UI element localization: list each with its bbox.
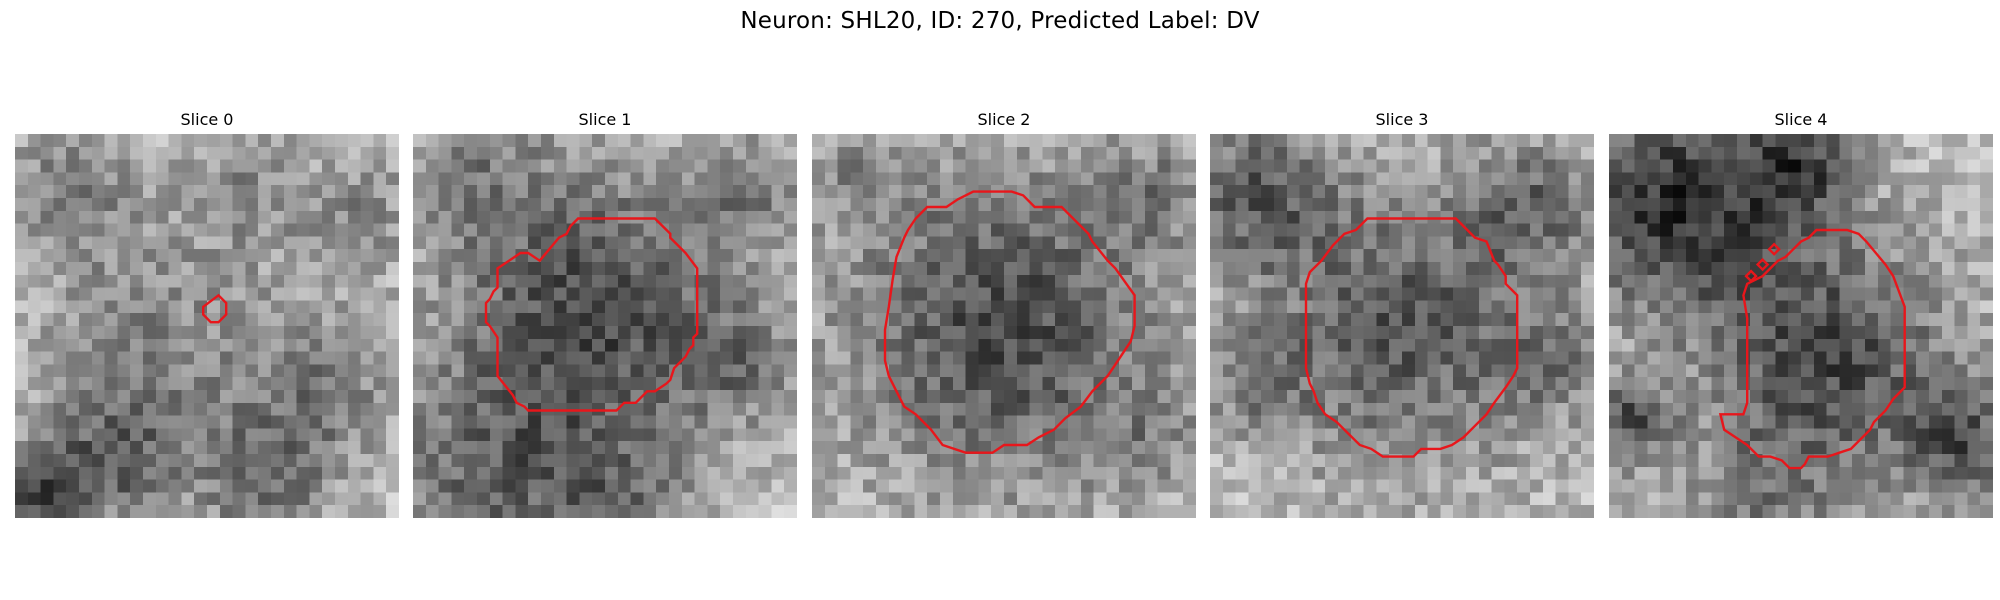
slice-overlay-4 bbox=[1718, 228, 1906, 470]
slice-image-2 bbox=[812, 134, 1196, 518]
slice-panel-4 bbox=[1609, 134, 1993, 518]
contour-marker bbox=[1744, 269, 1758, 283]
cell-contour bbox=[484, 217, 699, 412]
slice-title-0: Slice 0 bbox=[180, 110, 234, 129]
contour-marker bbox=[1767, 242, 1781, 256]
slice-image-0 bbox=[15, 134, 399, 518]
slice-title-3: Slice 3 bbox=[1375, 110, 1429, 129]
contour-marker bbox=[1755, 257, 1770, 272]
slice-overlay-2 bbox=[883, 190, 1136, 454]
slice-panel-2 bbox=[812, 134, 1196, 518]
slice-title-1: Slice 1 bbox=[578, 110, 632, 129]
slice-overlay-0 bbox=[201, 293, 228, 324]
slice-panel-3 bbox=[1210, 134, 1594, 518]
slice-overlay-1 bbox=[484, 217, 699, 412]
cell-contour bbox=[201, 293, 228, 324]
slice-overlay-3 bbox=[1304, 217, 1519, 458]
slice-image-3 bbox=[1210, 134, 1594, 518]
slice-title-4: Slice 4 bbox=[1774, 110, 1828, 129]
slice-panel-0 bbox=[15, 134, 399, 518]
cell-contour bbox=[1304, 217, 1519, 458]
slice-panel-1 bbox=[413, 134, 797, 518]
cell-contour bbox=[883, 190, 1136, 454]
figure-title: Neuron: SHL20, ID: 270, Predicted Label:… bbox=[740, 8, 1260, 34]
slice-title-2: Slice 2 bbox=[977, 110, 1031, 129]
cell-contour bbox=[1718, 228, 1906, 470]
slice-image-1 bbox=[413, 134, 797, 518]
slice-image-4 bbox=[1609, 134, 1993, 518]
